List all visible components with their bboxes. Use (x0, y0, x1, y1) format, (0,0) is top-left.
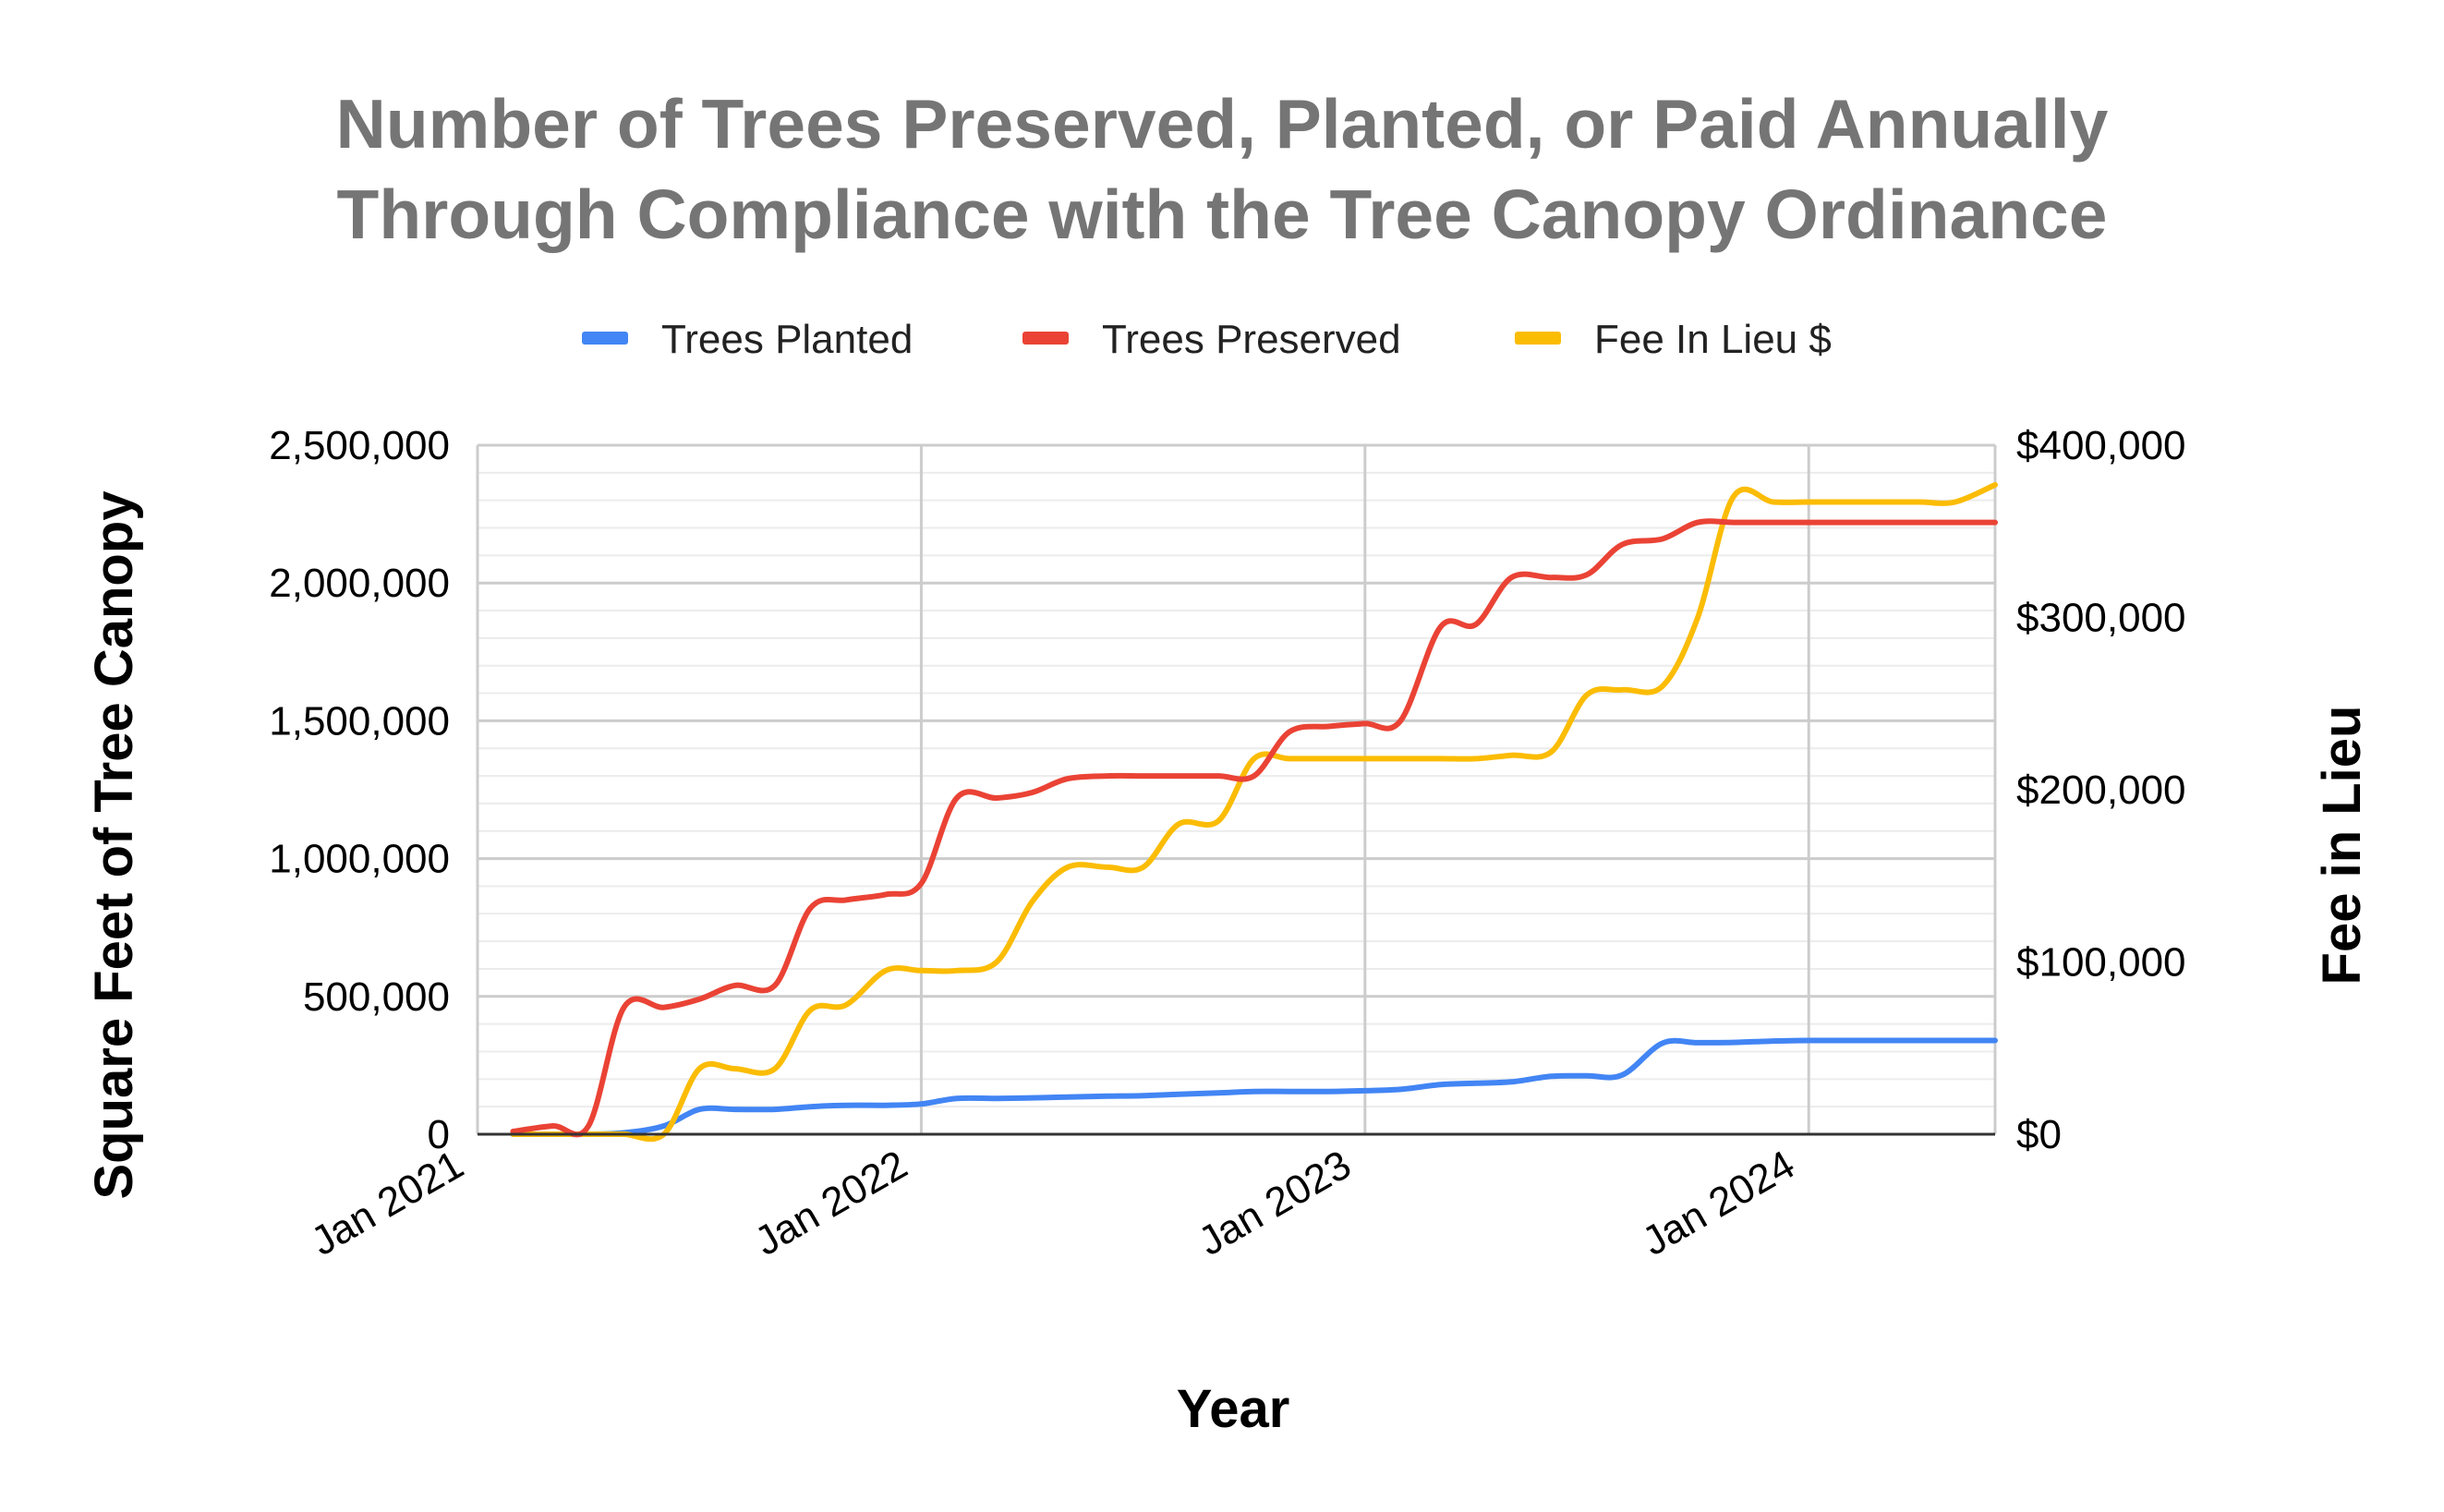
chart-title-line-1: Number of Trees Preserved, Planted, or P… (336, 85, 2109, 163)
legend-label-trees-preserved: Trees Preserved (1102, 317, 1401, 362)
grid (476, 443, 1997, 1134)
y-tick-label: 1,500,000 (269, 698, 450, 744)
y2-tick-label: $300,000 (2016, 596, 2186, 641)
y2-tick-label: $200,000 (2016, 768, 2186, 813)
x-tick-label: Jan 2021 (304, 1142, 471, 1264)
legend-swatch-trees-preserved (1022, 332, 1069, 345)
series-line-trees-planted (510, 1037, 1998, 1138)
y-tick-label: 2,500,000 (269, 423, 450, 468)
x-tick-label: Jan 2024 (1635, 1142, 1802, 1264)
x-axis-title: Year (1177, 1379, 1290, 1439)
y2-tick-label: $100,000 (2016, 940, 2186, 986)
legend-label-trees-planted: Trees Planted (661, 317, 913, 362)
x-tick-label: Jan 2022 (747, 1142, 914, 1264)
y2-tick-label: $0 (2016, 1112, 2062, 1157)
y2-axis-title: Fee in Lieu (2312, 706, 2372, 986)
x-tick-label: Jan 2023 (1192, 1142, 1359, 1264)
series-layer (510, 481, 1998, 1143)
series-line-fee-in-lieu (510, 481, 1998, 1143)
series-line-trees-preserved (510, 518, 1998, 1138)
legend-label-fee-in-lieu: Fee In Lieu $ (1594, 317, 1832, 362)
legend: Trees Planted Trees Preserved Fee In Lieu … (582, 317, 1832, 362)
legend-swatch-fee-in-lieu (1515, 332, 1561, 345)
y-axis-title: Square Feet of Tree Canopy (84, 490, 144, 1199)
y2-tick-label: $400,000 (2016, 423, 2186, 468)
y-tick-label: 2,000,000 (269, 561, 450, 606)
chart-title-line-2: Through Compliance with the Tree Canopy … (337, 175, 2108, 253)
legend-swatch-trees-planted (582, 332, 628, 345)
chart-title: Number of Trees Preserved, Planted, or P… (336, 85, 2109, 253)
axes: 0 500,000 1,000,000 1,500,000 2,000,000 2,500… (269, 423, 2185, 1264)
y-tick-label: 1,000,000 (269, 837, 450, 882)
y-tick-label: 500,000 (303, 974, 450, 1020)
y-tick-label: 0 (428, 1112, 450, 1157)
